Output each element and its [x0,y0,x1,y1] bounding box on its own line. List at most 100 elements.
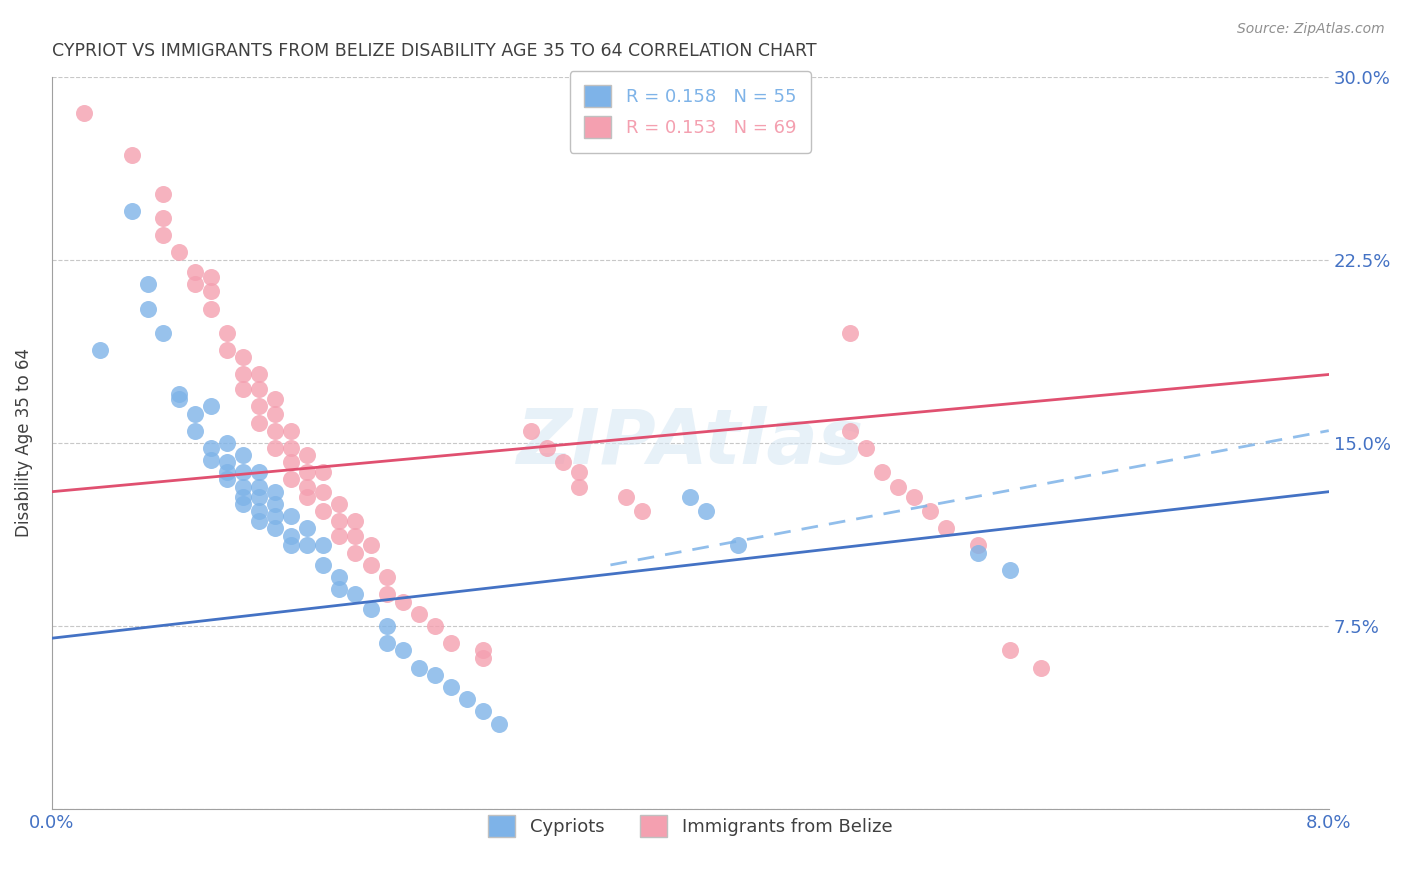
Point [73,106,96,120]
Point [247,480,270,494]
Point [519,424,541,438]
Point [280,473,302,487]
Point [264,424,287,438]
Point [918,504,941,518]
Point [312,465,335,479]
Point [200,301,222,316]
Point [328,497,350,511]
Point [247,368,270,382]
Point [169,387,191,401]
Point [567,465,589,479]
Text: ZIPAtlas: ZIPAtlas [516,406,863,480]
Text: CYPRIOT VS IMMIGRANTS FROM BELIZE DISABILITY AGE 35 TO 64 CORRELATION CHART: CYPRIOT VS IMMIGRANTS FROM BELIZE DISABI… [52,42,817,60]
Point [312,484,335,499]
Point [121,203,143,218]
Point [232,382,254,396]
Point [887,480,910,494]
Point [471,705,494,719]
Point [264,392,287,406]
Point [152,211,174,226]
Point [200,441,222,455]
Point [1031,660,1053,674]
Point [280,529,302,543]
Point [408,607,430,621]
Point [247,382,270,396]
Point [264,484,287,499]
Point [295,465,318,479]
Point [440,680,463,694]
Point [217,473,239,487]
Point [966,546,988,560]
Legend: Cypriots, Immigrants from Belize: Cypriots, Immigrants from Belize [481,807,900,844]
Point [727,538,749,552]
Point [264,509,287,524]
Point [679,490,702,504]
Point [280,455,302,469]
Point [423,619,446,633]
Point [295,538,318,552]
Point [247,514,270,528]
Point [328,514,350,528]
Point [136,301,159,316]
Text: Source: ZipAtlas.com: Source: ZipAtlas.com [1237,22,1385,37]
Point [169,245,191,260]
Point [456,692,478,706]
Point [232,490,254,504]
Point [295,480,318,494]
Point [328,529,350,543]
Point [375,570,398,584]
Point [89,343,111,357]
Point [280,424,302,438]
Point [328,582,350,597]
Point [264,407,287,421]
Point [423,668,446,682]
Point [360,602,382,616]
Point [247,417,270,431]
Point [312,558,335,572]
Point [280,538,302,552]
Point [184,265,207,279]
Point [312,504,335,518]
Point [184,424,207,438]
Point [184,277,207,292]
Point [616,490,638,504]
Point [264,497,287,511]
Point [169,392,191,406]
Point [200,399,222,413]
Point [935,521,957,535]
Point [375,619,398,633]
Y-axis label: Disability Age 35 to 64: Disability Age 35 to 64 [15,349,32,537]
Point [392,594,415,608]
Point [344,587,367,601]
Point [536,441,558,455]
Point [295,490,318,504]
Point [631,504,654,518]
Point [152,228,174,243]
Point [408,660,430,674]
Point [136,277,159,292]
Point [264,521,287,535]
Point [360,558,382,572]
Point [440,636,463,650]
Point [471,643,494,657]
Point [966,538,988,552]
Point [247,504,270,518]
Point [838,424,860,438]
Point [280,509,302,524]
Point [695,504,717,518]
Point [217,435,239,450]
Point [551,455,574,469]
Point [392,643,415,657]
Point [247,465,270,479]
Point [232,480,254,494]
Point [280,441,302,455]
Point [217,343,239,357]
Point [152,326,174,340]
Point [247,399,270,413]
Point [217,465,239,479]
Point [295,448,318,462]
Point [855,441,877,455]
Point [903,490,925,504]
Point [567,480,589,494]
Point [295,521,318,535]
